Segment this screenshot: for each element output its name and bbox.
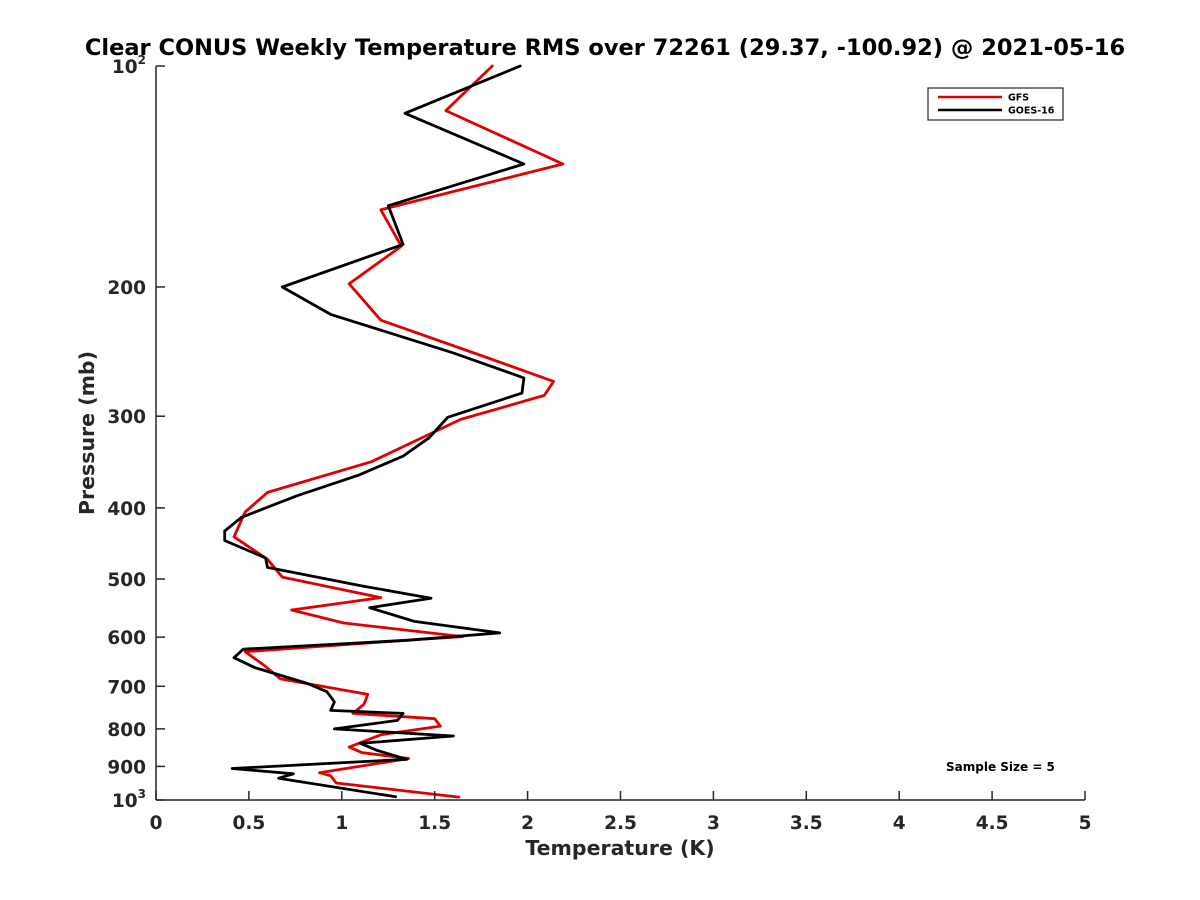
y-tick-label: 600 [107,628,146,649]
y-tick-label: 400 [107,499,146,520]
x-tick-label: 0 [150,813,163,834]
x-tick-label: 0.5 [233,813,266,834]
y-axis-label: Pressure (mb) [75,351,99,515]
x-tick-label: 1 [335,813,348,834]
y-tick-label: 300 [107,407,146,428]
x-tick-label: 3 [707,813,720,834]
x-axis-label: Temperature (K) [525,836,714,860]
legend-label-goes-16: GOES-16 [1008,106,1055,117]
plot-area [156,66,1085,800]
legend-label-gfs: GFS [1008,93,1029,104]
series-line-goes-16 [223,64,526,799]
y-tick-label: 200 [107,278,146,299]
y-tick-label: 700 [107,677,146,698]
y-tick-label: 900 [107,757,146,778]
sample-size-annotation: Sample Size = 5 [946,760,1055,774]
x-tick-label: 4 [893,813,906,834]
x-ticks: 0 0.5 1 1.5 2 2.5 3 3.5 4 4.5 5 [150,791,1092,834]
legend: GFS GOES-16 [927,87,1064,121]
series-line-gfs [232,64,565,799]
y-ticks: 102 200 300 400 500 600 700 800 900 103 [107,53,165,812]
x-tick-label: 4.5 [976,813,1009,834]
y-tick-label: 102 [112,53,146,78]
x-tick-label: 2 [521,813,534,834]
legend-box [927,87,1064,121]
x-tick-label: 3.5 [790,813,823,834]
y-tick-label: 103 [112,787,146,812]
y-tick-label: 800 [107,720,146,741]
y-tick-label: 500 [107,570,146,591]
series-layer [223,64,565,799]
chart-title: Clear CONUS Weekly Temperature RMS over … [85,35,1125,61]
x-tick-label: 2.5 [604,813,637,834]
x-tick-label: 1.5 [418,813,451,834]
x-tick-label: 5 [1079,813,1092,834]
